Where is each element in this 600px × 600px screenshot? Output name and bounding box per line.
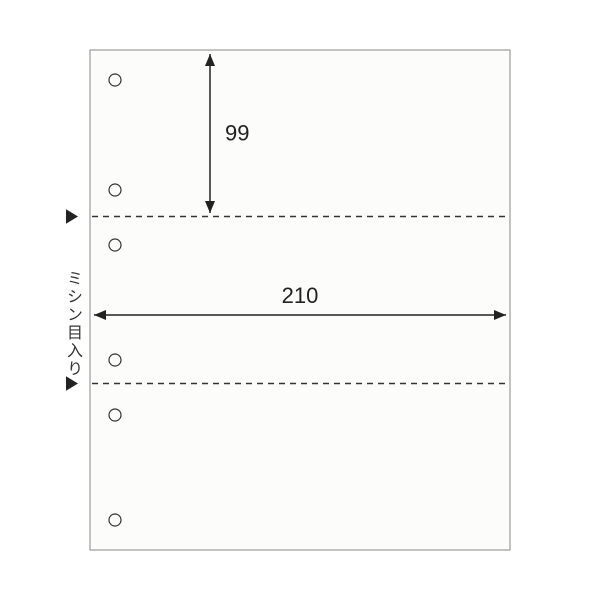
punch-hole-4 [109,354,121,366]
triangle-marker-icon-1 [66,209,78,223]
punch-hole-2 [109,184,121,196]
perforation-side-label: ミシン目入り [60,270,84,378]
punch-hole-3 [109,239,121,251]
triangle-marker-icon-2 [66,376,78,390]
punch-hole-6 [109,514,121,526]
punch-hole-1 [109,74,121,86]
diagram-svg: 99 210 [0,0,600,600]
punch-hole-5 [109,409,121,421]
dimension-width-label: 210 [282,283,319,308]
dimension-height-label: 99 [225,121,249,146]
diagram-container: 99 210 ミシン目入り [0,0,600,600]
